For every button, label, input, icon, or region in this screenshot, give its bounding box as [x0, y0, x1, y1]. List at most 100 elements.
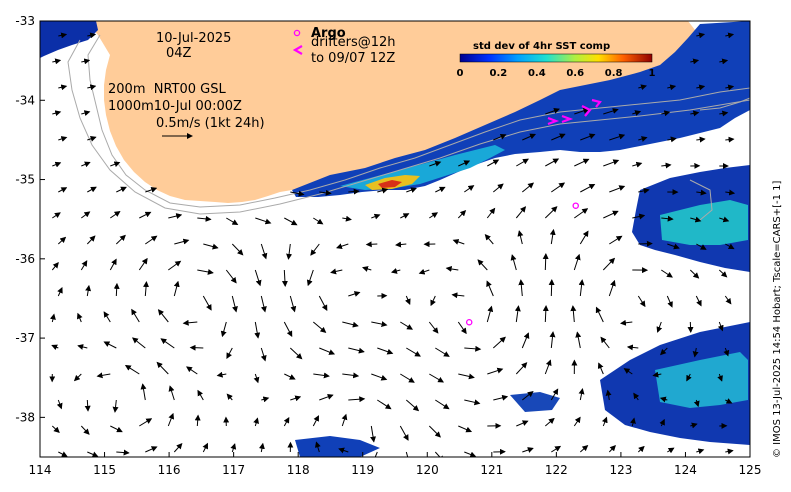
current-vector [659, 418, 665, 427]
current-vector [110, 425, 123, 433]
current-vector [377, 187, 389, 194]
current-vector [313, 217, 324, 225]
contour-1000m [67, 39, 750, 215]
current-vector [516, 420, 529, 427]
current-vector [623, 368, 633, 375]
current-vector [637, 445, 645, 453]
contour-shelf-east [689, 97, 750, 221]
current-vector [435, 347, 450, 357]
current-vector [226, 217, 239, 226]
current-vector [487, 367, 504, 375]
lat-tick-label: -33 [15, 14, 35, 28]
current-vector [85, 284, 92, 297]
current-vector [574, 208, 589, 219]
current-vector [428, 321, 439, 334]
current-vector [429, 212, 439, 219]
current-vector [281, 269, 288, 287]
current-vector [603, 210, 619, 219]
current-vector [226, 347, 233, 359]
current-vector [597, 362, 604, 375]
current-vector [574, 107, 590, 115]
current-vector [342, 372, 360, 379]
current-vector [96, 372, 111, 379]
current-vector [600, 336, 610, 349]
current-vector [406, 347, 421, 357]
current-vector [289, 295, 297, 313]
current-vector [550, 388, 559, 401]
sst-patch-northwest [40, 21, 98, 58]
current-vector [724, 295, 732, 305]
current-vector [510, 254, 517, 271]
colorbar-gradient [459, 53, 653, 63]
current-vector [400, 213, 410, 219]
lon-tick-label: 124 [674, 463, 697, 477]
current-vector [719, 58, 729, 65]
current-vector [52, 58, 62, 65]
current-vector [493, 394, 509, 401]
current-vector [429, 373, 445, 383]
current-vector [110, 161, 121, 168]
current-vector [544, 417, 555, 427]
current-vector [258, 442, 265, 453]
current-vector [341, 413, 348, 427]
current-vector [521, 182, 535, 193]
current-vector [515, 206, 527, 219]
current-vector [457, 321, 467, 335]
current-vector [186, 366, 198, 375]
current-vector [58, 32, 68, 39]
current-vector [696, 189, 707, 196]
current-vector [549, 331, 556, 349]
lon-tick-label: 122 [545, 463, 568, 477]
current-vector [194, 414, 201, 427]
current-vector [464, 345, 482, 352]
current-vector [487, 159, 500, 167]
current-vector [220, 321, 227, 338]
current-vector [132, 337, 146, 349]
current-vector [109, 258, 117, 271]
current-vector [632, 110, 642, 116]
current-vector [372, 451, 378, 457]
bathymetry-contours [67, 34, 750, 221]
current-vector [80, 260, 88, 271]
current-vector [306, 269, 314, 287]
current-vector [80, 425, 90, 435]
current-vector [492, 183, 504, 193]
current-vector [370, 425, 376, 443]
current-vector [725, 189, 736, 196]
current-vector [371, 321, 388, 328]
current-vector [167, 412, 175, 427]
current-vector [124, 364, 140, 375]
current-vector [717, 321, 724, 332]
argo-float-marker [572, 202, 579, 209]
current-vector [330, 268, 343, 275]
current-vector [544, 206, 558, 219]
current-vector [638, 84, 647, 91]
current-vector [573, 253, 581, 271]
colorbar-tick-label: 0.8 [605, 68, 623, 79]
sst-patch-east-lower-cyan [655, 352, 748, 408]
current-vector [405, 295, 411, 305]
current-vector [603, 108, 619, 115]
current-vector [377, 399, 392, 410]
current-vector [51, 262, 59, 271]
current-vector [87, 186, 97, 193]
current-vector [139, 211, 152, 219]
current-vector [667, 136, 677, 143]
current-vector [290, 190, 305, 197]
depth-label-2: 1000m10-Jul 00:00Z [108, 99, 242, 114]
current-vector [260, 243, 268, 260]
current-vector [518, 279, 525, 297]
current-vector [254, 269, 262, 287]
current-vector [286, 243, 293, 260]
current-vector [49, 313, 56, 323]
current-vector [457, 209, 467, 219]
current-vector [578, 388, 585, 401]
current-vector [719, 216, 730, 223]
current-vector [580, 183, 596, 193]
scale-label: 0.5m/s (1kt 24h) [156, 116, 265, 131]
current-vector [319, 347, 336, 355]
credit-text: © IMOS 13-Jul-2025 14:54 Hobart; Tscale=… [772, 180, 783, 458]
current-vector [157, 309, 169, 323]
contour-200m [87, 34, 750, 208]
current-vector [348, 347, 365, 354]
